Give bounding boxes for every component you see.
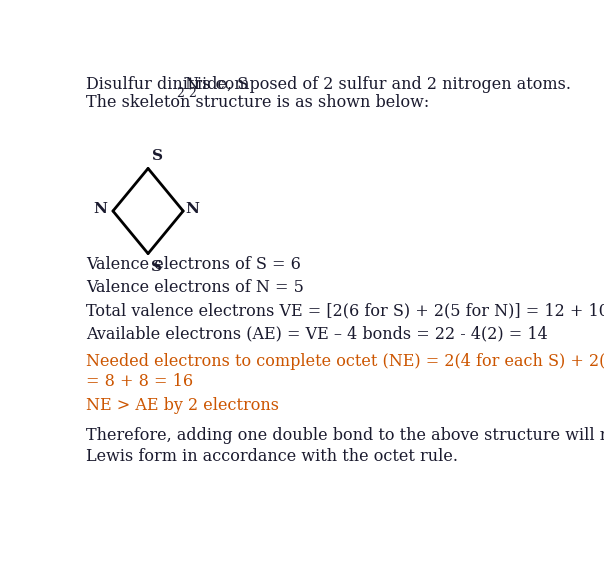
Text: N: N — [94, 202, 108, 216]
Text: N: N — [180, 76, 199, 93]
Text: Valence electrons of N = 5: Valence electrons of N = 5 — [86, 279, 304, 296]
Text: Valence electrons of S = 6: Valence electrons of S = 6 — [86, 256, 301, 274]
Text: is composed of 2 sulfur and 2 nitrogen atoms.: is composed of 2 sulfur and 2 nitrogen a… — [192, 76, 571, 93]
Text: S: S — [151, 260, 162, 274]
Text: Therefore, adding one double bond to the above structure will result in a: Therefore, adding one double bond to the… — [86, 427, 604, 443]
Text: Available electrons (AE) = VE – 4 bonds = 22 - 4(2) = 14: Available electrons (AE) = VE – 4 bonds … — [86, 326, 548, 343]
Text: Lewis form in accordance with the octet rule.: Lewis form in accordance with the octet … — [86, 448, 458, 464]
Text: Needed electrons to complete octet (NE) = 2(4 for each S) + 2(4 for each O): Needed electrons to complete octet (NE) … — [86, 353, 604, 370]
Text: N: N — [185, 202, 199, 216]
Text: NE > AE by 2 electrons: NE > AE by 2 electrons — [86, 398, 279, 414]
Text: Disulfur dinitride, S: Disulfur dinitride, S — [86, 76, 248, 93]
Text: The skeleton structure is as shown below:: The skeleton structure is as shown below… — [86, 94, 429, 112]
Text: 2: 2 — [188, 87, 196, 100]
Text: 2: 2 — [176, 87, 184, 100]
Text: = 8 + 8 = 16: = 8 + 8 = 16 — [86, 373, 193, 390]
Text: S: S — [152, 149, 163, 163]
Text: Total valence electrons VE = [2(6 for S) + 2(5 for N)] = 12 + 10 = 22: Total valence electrons VE = [2(6 for S)… — [86, 303, 604, 320]
